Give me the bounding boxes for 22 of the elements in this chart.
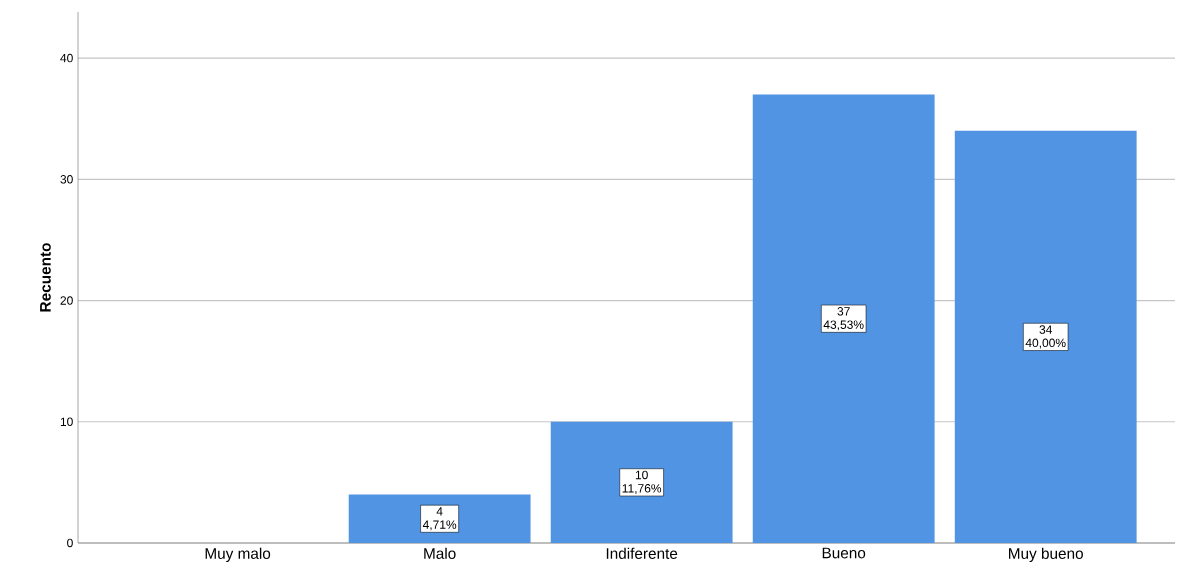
text: 37 — [837, 307, 850, 316]
y-tick-label: 20 — [60, 296, 73, 305]
bar — [954, 130, 1137, 543]
x-tick-label: Bueno — [822, 547, 866, 559]
y-tick-label: 10 — [60, 417, 73, 427]
text: 40,00% — [1025, 338, 1066, 349]
bar — [550, 421, 733, 543]
text: 11,76% — [622, 484, 662, 494]
text: 10 — [635, 470, 648, 480]
y-axis-title: Recuento — [40, 243, 51, 312]
y-tick-label: 30 — [60, 175, 73, 184]
text: 43,53% — [823, 320, 864, 331]
x-tick-label: Malo — [424, 547, 456, 559]
text: 34 — [1039, 325, 1053, 334]
bar — [752, 94, 935, 543]
x-tick-label: Indiferente — [606, 547, 678, 559]
text: 4,71% — [422, 520, 457, 531]
x-tick-label: Muy malo — [205, 547, 271, 562]
y-tick-label: 40 — [60, 53, 73, 63]
x-tick-label: Muy bueno — [1009, 547, 1083, 562]
y-tick-label: 0 — [67, 538, 73, 548]
text: 4 — [436, 507, 443, 516]
